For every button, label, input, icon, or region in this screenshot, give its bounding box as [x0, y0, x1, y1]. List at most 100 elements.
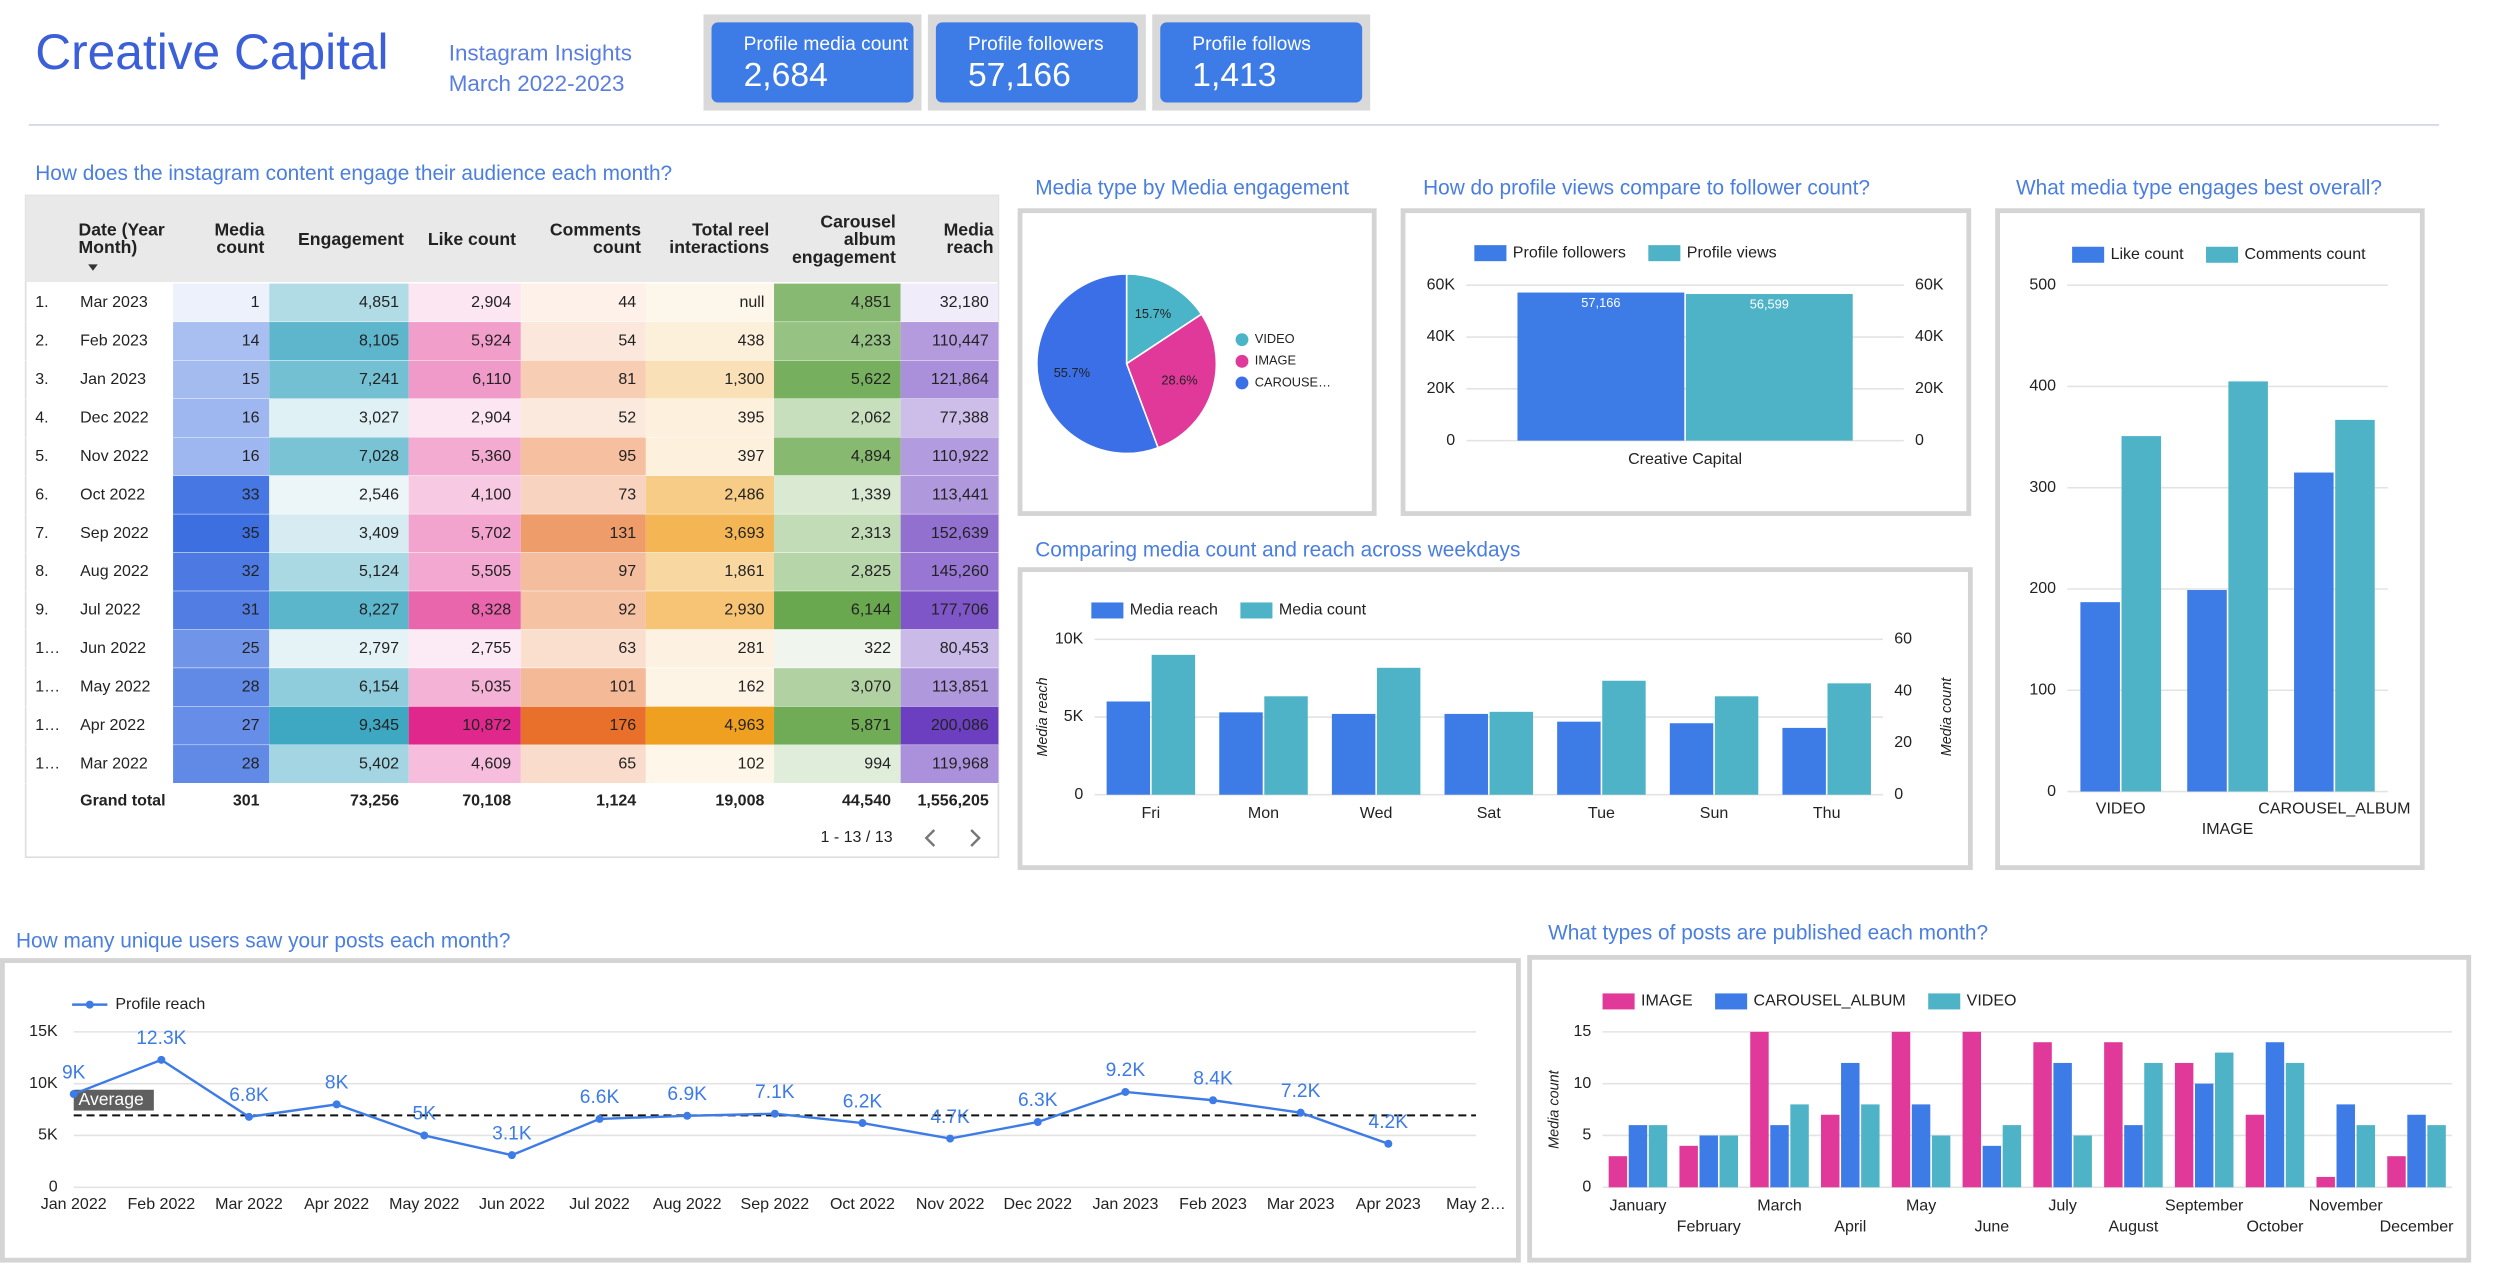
- tick-label: 0: [1894, 785, 1903, 803]
- pie-slice: [1125, 313, 1218, 449]
- x-tick-label: Tue: [1588, 804, 1615, 822]
- column-header[interactable]: Comments count: [549, 221, 642, 258]
- slice-label: 55.7%: [1054, 365, 1090, 380]
- x-tick-label: Mar 2022: [215, 1195, 283, 1213]
- heat-cell: [269, 552, 409, 592]
- x-tick-label: Jul 2022: [569, 1195, 630, 1213]
- column-header[interactable]: Total reel interactions: [669, 221, 770, 258]
- heat-cell: [645, 398, 775, 438]
- bar: [1679, 1145, 1698, 1188]
- bar: [2316, 1176, 2335, 1188]
- bar: [1264, 696, 1308, 795]
- x-tick-label: CAROUSEL_ALBUM: [2258, 799, 2410, 817]
- bar: [1602, 680, 1646, 795]
- kpi-card: Profile follows 1,413: [1152, 14, 1371, 111]
- table-cell: Dec 2022: [80, 408, 149, 426]
- bar: [2294, 472, 2334, 792]
- slice-label: 15.7%: [1135, 306, 1171, 321]
- bar: [2187, 590, 2227, 792]
- heat-cell: [774, 283, 901, 323]
- table-cell: 31: [242, 601, 260, 619]
- tick-label: 5K: [38, 1126, 58, 1144]
- table-cell: 27: [242, 716, 260, 734]
- heat-cell: [900, 706, 999, 746]
- tick-label: 5K: [1064, 707, 1084, 725]
- table-cell: 28: [242, 678, 260, 696]
- heat-cell: [774, 591, 901, 630]
- column-header[interactable]: Engagement: [298, 229, 404, 250]
- tick-label: 60: [1894, 630, 1912, 648]
- point: [1209, 1096, 1218, 1105]
- table-cell: 2,313: [851, 524, 891, 542]
- table-title: How does the instagram content engage th…: [35, 162, 672, 185]
- prev-page[interactable]: [924, 829, 936, 847]
- point-label: 9.2K: [1106, 1060, 1146, 1081]
- table-cell: 9,345: [359, 716, 399, 734]
- row-number: 1…: [35, 716, 60, 734]
- tick-label: 20K: [1427, 379, 1456, 397]
- column-header-box: Total reel interactions: [669, 221, 770, 258]
- total-cell: 44,540: [842, 791, 891, 809]
- x-tick-label: September: [2165, 1197, 2244, 1215]
- heat-cell: [900, 322, 999, 361]
- table-cell: 4,851: [359, 293, 399, 311]
- column-header[interactable]: Media reach: [943, 221, 994, 258]
- column-header[interactable]: Date (Year Month): [78, 221, 165, 258]
- bar: [1669, 723, 1714, 795]
- x-tick-label: June: [1974, 1218, 2009, 1236]
- column-header-box: Media count: [214, 221, 265, 258]
- kpi-label: Profile followers: [968, 34, 1104, 55]
- point: [1384, 1139, 1393, 1148]
- x-tick-label: December: [2380, 1218, 2455, 1236]
- point: [1033, 1118, 1042, 1127]
- column-header[interactable]: Like count: [427, 229, 517, 250]
- legend-label: Profile followers: [1513, 243, 1626, 261]
- kpi-value: 57,166: [968, 57, 1071, 94]
- heat-cell: [269, 398, 409, 438]
- panel: [1532, 959, 2467, 1258]
- point: [858, 1119, 867, 1128]
- table-cell: 131: [609, 524, 636, 542]
- table-cell: 35: [242, 524, 260, 542]
- sort-indicator: [88, 264, 98, 271]
- x-tick-label: April: [1834, 1218, 1866, 1236]
- heat-cell: [645, 668, 775, 707]
- heat-cell: [408, 437, 521, 476]
- table-cell: 113,441: [932, 485, 989, 503]
- bar: [1106, 701, 1151, 795]
- bar: [1782, 727, 1826, 795]
- column-header-box: Comments count: [549, 221, 642, 258]
- bar-label: 56,599: [1750, 297, 1789, 312]
- x-tick-label: Feb 2022: [128, 1195, 196, 1213]
- chart-title: What media type engages best overall?: [2016, 177, 2382, 200]
- bar: [1911, 1104, 1931, 1188]
- row-number: 2.: [35, 332, 48, 350]
- y-axis-title: Media count: [1546, 1069, 1562, 1148]
- table-cell: 397: [738, 447, 765, 465]
- table-cell: 5,702: [471, 524, 511, 542]
- table-cell: 395: [738, 408, 765, 426]
- next-page[interactable]: [970, 829, 981, 847]
- column-header[interactable]: Media count: [214, 221, 265, 258]
- bar: [2427, 1125, 2446, 1188]
- table-cell: 15: [242, 370, 260, 388]
- total-cell: 73,256: [350, 791, 399, 809]
- heat-cell: [520, 437, 646, 476]
- heat-cell: [520, 745, 646, 784]
- table-cell: 152,639: [931, 524, 989, 542]
- table-cell: 28: [242, 755, 260, 773]
- heat-cell: [520, 668, 646, 707]
- heat-cell: [520, 706, 646, 746]
- heat-cell: [408, 629, 521, 669]
- x-tick-label: Mon: [1248, 804, 1279, 822]
- table-cell: Mar 2023: [80, 293, 148, 311]
- bar: [1444, 713, 1488, 795]
- column-header[interactable]: Carousel album engagement: [791, 212, 896, 267]
- table-cell: 322: [864, 639, 891, 657]
- x-tick-label: Jan 2022: [41, 1195, 107, 1213]
- bar: [2228, 381, 2268, 792]
- slice-label: 28.6%: [1161, 372, 1197, 387]
- heat-cell: [900, 591, 999, 630]
- table-cell: 8,105: [359, 332, 399, 350]
- heat-cell: [645, 283, 775, 323]
